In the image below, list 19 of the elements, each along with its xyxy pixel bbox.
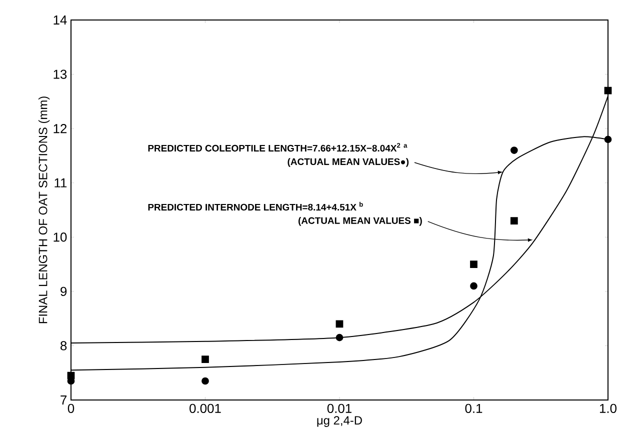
annotation: PREDICTED COLEOPTILE LENGTH=7.66+12.15X−8.04X$^{2 a}$	[148, 143, 408, 152]
annotation: PREDICTED INTERNODE LENGTH=8.14+4.51X $^{b}$	[148, 202, 363, 211]
y-tick-label: 8	[60, 341, 67, 350]
x-tick-label: 0	[68, 404, 74, 413]
annotation: (ACTUAL MEAN VALUES ■)	[298, 216, 422, 226]
x-axis-title: μg 2,4-D	[317, 416, 362, 427]
y-tick-label: 7	[60, 396, 67, 404]
x-tick-label: 0.01	[327, 404, 352, 413]
x-tick-label: 0.001	[190, 404, 221, 413]
y-tick-label: 14	[54, 16, 67, 24]
y-axis-title: FINAL LENGTH OF OAT SECTIONS (mm)	[38, 96, 50, 324]
y-tick-label: 12	[54, 124, 67, 134]
y-tick-label: 13	[54, 70, 67, 79]
x-tick-label: 1.0	[600, 404, 616, 413]
y-tick-label: 11	[54, 178, 67, 188]
y-tick-label: 10	[54, 232, 67, 242]
annotation: (ACTUAL MEAN VALUES●)	[288, 158, 409, 167]
x-tick-label: 0.1	[465, 404, 482, 413]
y-tick-label: 9	[60, 286, 67, 296]
